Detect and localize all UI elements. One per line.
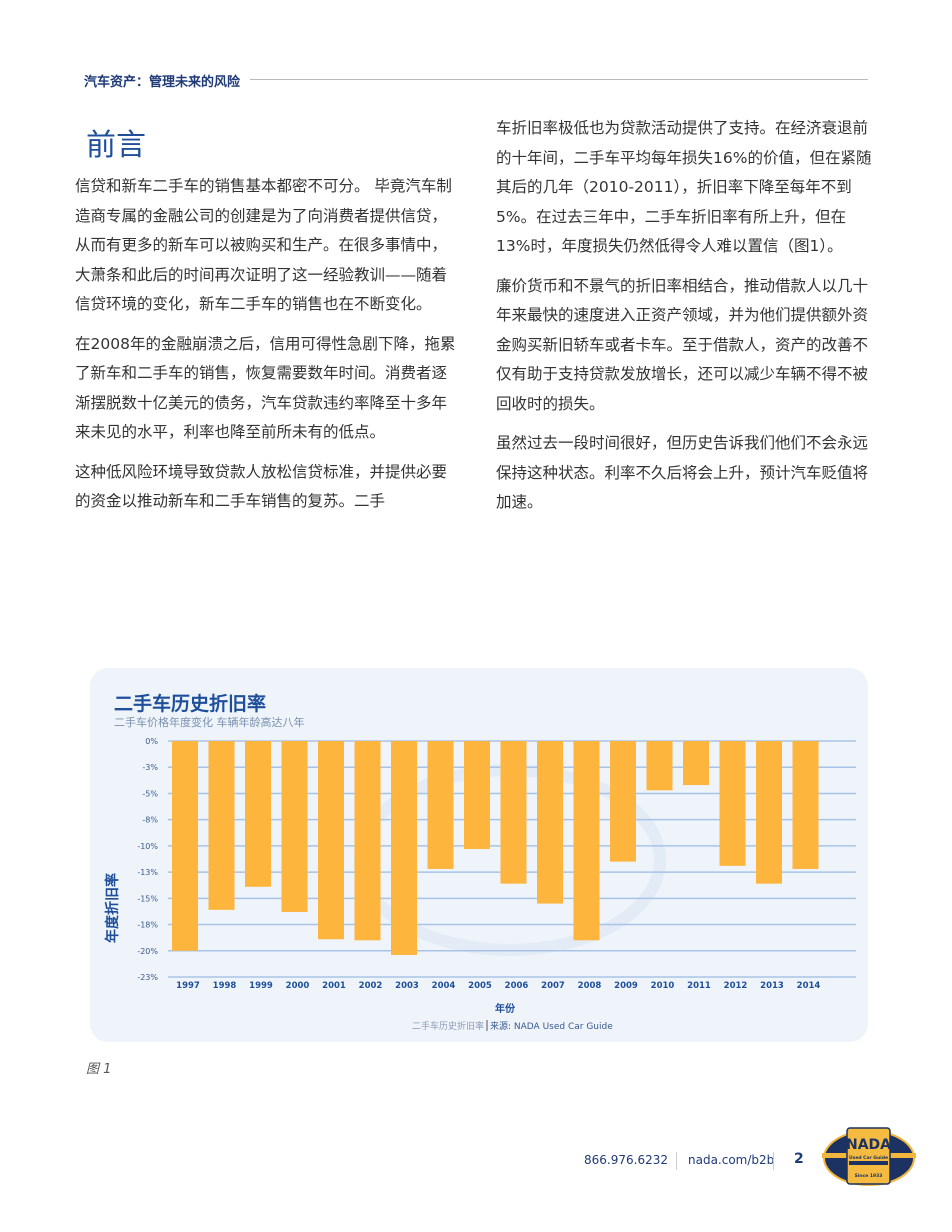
bar-1999 (245, 741, 271, 887)
chart-subtitle: 二手车价格年度变化 车辆年龄高达八年 (114, 716, 305, 729)
page-number: 2 (794, 1151, 804, 1167)
x-tick-label: 2006 (505, 981, 529, 991)
y-axis-label: 年度折旧率 (104, 873, 121, 943)
bar-2002 (354, 741, 381, 941)
bar-2010 (646, 741, 673, 791)
x-tick-label: 1999 (249, 981, 273, 991)
svg-text:Since 1933: Since 1933 (855, 1173, 883, 1179)
bar-1997 (172, 741, 198, 951)
x-tick-label: 2005 (468, 981, 492, 991)
x-tick-label: 2003 (395, 981, 419, 991)
bar-2004 (427, 741, 454, 869)
x-tick-label: 2002 (359, 981, 383, 991)
bar-2003 (391, 741, 417, 955)
bar-2008 (573, 741, 600, 941)
paragraph: 这种低风险环境导致贷款人放松信贷标准，并提供必要的资金以推动新车和二手车销售的复… (75, 462, 448, 511)
bar-2014 (792, 741, 819, 869)
bar-2005 (464, 741, 490, 850)
y-tick-label: -23% (137, 973, 158, 982)
x-tick-label: 2013 (760, 981, 784, 991)
bar-1998 (208, 741, 235, 910)
footer-separator (773, 1152, 774, 1170)
paragraph: 信贷和新车二手车的销售基本都密不可分。 毕竟汽车制造商专属的金融公司的创建是为了… (75, 177, 452, 313)
x-tick-label: 1998 (213, 981, 237, 991)
paragraph: 车折旧率极低也为贷款活动提供了支持。在经济衰退前的十年间，二手车平均每年损失16… (496, 119, 872, 255)
y-tick-label: 0% (145, 737, 158, 746)
footer-url[interactable]: nada.com/b2b (688, 1153, 775, 1167)
x-tick-label: 2001 (322, 981, 346, 991)
bar-2013 (756, 741, 782, 884)
x-tick-label: 2009 (614, 981, 638, 991)
y-tick-label: -3% (142, 763, 158, 772)
chart-title: 二手车历史折旧率 (114, 693, 267, 715)
x-tick-label: 2012 (724, 981, 748, 991)
x-axis-label: 年份 (495, 1002, 516, 1015)
x-tick-label: 1997 (176, 981, 200, 991)
paragraph: 在2008年的金融崩溃之后，信用可得性急剧下降，拖累了新车和二手车的销售，恢复需… (75, 334, 456, 442)
svg-text:NADA: NADA (846, 1137, 891, 1153)
running-header: 汽车资产：管理未来的风险 (84, 75, 241, 90)
x-tick-label: 2000 (286, 981, 310, 991)
y-tick-label: -13% (137, 868, 158, 877)
y-tick-label: -10% (137, 842, 158, 851)
chart-source: 来源: NADA Used Car Guide (490, 1021, 613, 1032)
y-tick-label: -18% (137, 921, 158, 930)
x-tick-label: 2004 (432, 981, 456, 991)
paragraph: 虽然过去一段时间很好，但历史告诉我们他们不会永远保持这种状态。利率不久后将会上升… (496, 434, 869, 511)
bar-2012 (719, 741, 746, 866)
y-tick-label: -15% (137, 894, 158, 903)
svg-text:Used Car Guide: Used Car Guide (849, 1155, 888, 1161)
right-column: 车折旧率极低也为贷款活动提供了支持。在经济衰退前的十年间，二手车平均每年损失16… (496, 114, 876, 528)
x-tick-label: 2011 (687, 981, 711, 991)
header-divider (250, 79, 868, 80)
bar-2007 (537, 741, 563, 904)
bar-2011 (683, 741, 709, 786)
y-tick-label: -20% (137, 947, 158, 956)
footer-separator (676, 1152, 677, 1170)
x-tick-label: 2007 (541, 981, 565, 991)
section-title: 前言 (86, 128, 146, 163)
figure-caption: 图 1 (86, 1062, 112, 1077)
x-tick-label: 2014 (797, 981, 821, 991)
footer-phone: 866.976.6232 (584, 1153, 668, 1167)
bar-2006 (500, 741, 527, 884)
left-column: 信贷和新车二手车的销售基本都密不可分。 毕竟汽车制造商专属的金融公司的创建是为了… (75, 172, 460, 527)
x-tick-label: 2010 (651, 981, 675, 991)
bar-2000 (281, 741, 308, 912)
chart-source-prefix: 二手车历史折旧率 (412, 1020, 484, 1032)
y-tick-label: -5% (142, 789, 158, 798)
y-tick-label: -8% (142, 816, 158, 825)
bar-2001 (318, 741, 344, 940)
x-tick-label: 2008 (578, 981, 602, 991)
paragraph: 廉价货币和不景气的折旧率相结合，推动借款人以几十年来最快的速度进入正资产领域，并… (496, 276, 869, 413)
bar-2009 (610, 741, 636, 862)
nada-logo: NADA Used Car Guide Since 1933 (822, 1127, 916, 1186)
